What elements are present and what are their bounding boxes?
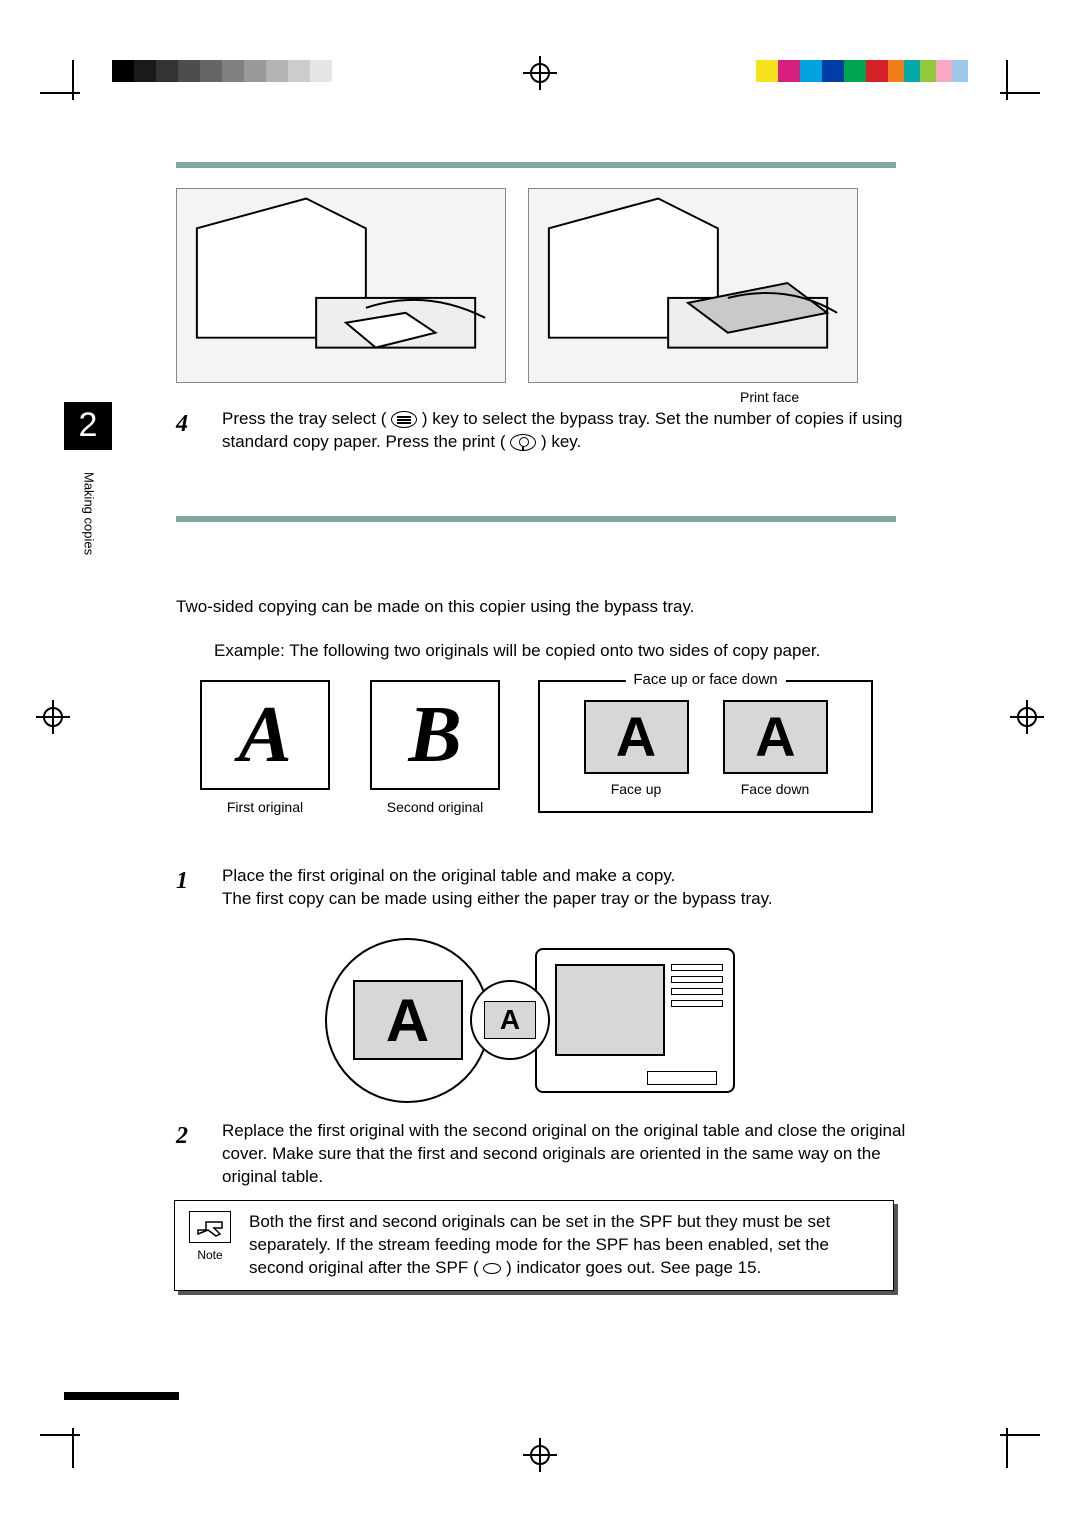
spf-indicator-icon <box>483 1263 501 1274</box>
printer-illustration-right <box>528 188 858 383</box>
registration-target-icon <box>1010 700 1044 734</box>
step-4: 4 Press the tray select ( ) key to selec… <box>162 408 907 454</box>
step-text: Place the first original on the original… <box>222 865 907 911</box>
note-callout: Note Both the first and second originals… <box>174 1200 894 1291</box>
face-box: A <box>584 700 689 774</box>
registration-target-icon <box>523 56 557 90</box>
step-text: Replace the first original with the seco… <box>222 1120 907 1189</box>
original-label: First original <box>227 798 303 817</box>
print-face-label: Print face <box>740 388 799 407</box>
note-hand-icon <box>189 1211 231 1243</box>
face-label: Face down <box>741 780 809 799</box>
grayscale-calibration-strip <box>112 60 332 82</box>
second-original-card: B Second original <box>370 680 500 817</box>
diagram-letter: A <box>353 980 463 1060</box>
crop-mark <box>40 92 80 94</box>
section-divider <box>176 516 896 522</box>
two-sided-intro: Two-sided copying can be made on this co… <box>176 596 896 619</box>
step-text: Press the tray select ( ) key to select … <box>222 408 907 454</box>
tray-select-key-icon <box>391 411 417 428</box>
crop-mark <box>1000 92 1040 94</box>
face-up-card: A Face up <box>584 700 689 799</box>
note-text: Both the first and second originals can … <box>249 1211 879 1280</box>
originals-group: A First original B Second original <box>200 680 500 817</box>
text-fragment: ) indicator goes out. See page 15. <box>506 1258 761 1277</box>
footer-black-bar <box>64 1392 179 1400</box>
example-text: Example: The following two originals wil… <box>214 640 894 663</box>
diagram-letter: A <box>484 1001 536 1039</box>
printer-illustration-left <box>176 188 506 383</box>
step-line: The first copy can be made using either … <box>222 888 907 911</box>
face-orientation-group: Face up or face down A Face up A Face do… <box>538 680 873 813</box>
face-down-card: A Face down <box>723 700 828 799</box>
section-divider <box>176 162 896 168</box>
registration-target-icon <box>36 700 70 734</box>
face-letter: A <box>616 699 656 775</box>
crop-mark <box>72 60 74 100</box>
original-letter: A <box>238 681 291 789</box>
side-running-head: Making copies <box>80 472 98 555</box>
step-line: Place the first original on the original… <box>222 865 907 888</box>
step-number: 2 <box>162 1120 202 1189</box>
note-label: Note <box>197 1247 222 1263</box>
first-original-card: A First original <box>200 680 330 817</box>
magnified-view-small-icon: A <box>470 980 550 1060</box>
face-group-legend: Face up or face down <box>625 670 785 690</box>
text-fragment: Press the tray select ( <box>222 409 386 428</box>
original-box: A <box>200 680 330 790</box>
face-letter-mirrored: A <box>755 699 795 775</box>
print-key-icon <box>510 434 536 451</box>
copier-top-view-icon <box>535 948 735 1093</box>
registration-target-icon <box>523 1438 557 1472</box>
step-number: 4 <box>162 408 202 454</box>
note-icon-wrap: Note <box>189 1211 231 1263</box>
face-label: Face up <box>611 780 662 799</box>
face-box: A <box>723 700 828 774</box>
magnified-view-icon: A <box>325 938 490 1103</box>
crop-mark <box>40 1434 80 1436</box>
original-letter: B <box>408 681 461 789</box>
crop-mark <box>1006 60 1008 100</box>
original-box: B <box>370 680 500 790</box>
placement-diagram: A A <box>310 935 750 1105</box>
crop-mark <box>1000 1434 1040 1436</box>
text-fragment: ) key. <box>541 432 581 451</box>
step-number: 1 <box>162 865 202 911</box>
step-2: 2 Replace the first original with the se… <box>162 1120 907 1189</box>
original-label: Second original <box>387 798 484 817</box>
chapter-tab: 2 <box>64 402 112 450</box>
color-calibration-strip <box>756 60 968 82</box>
step-1: 1 Place the first original on the origin… <box>162 865 907 911</box>
